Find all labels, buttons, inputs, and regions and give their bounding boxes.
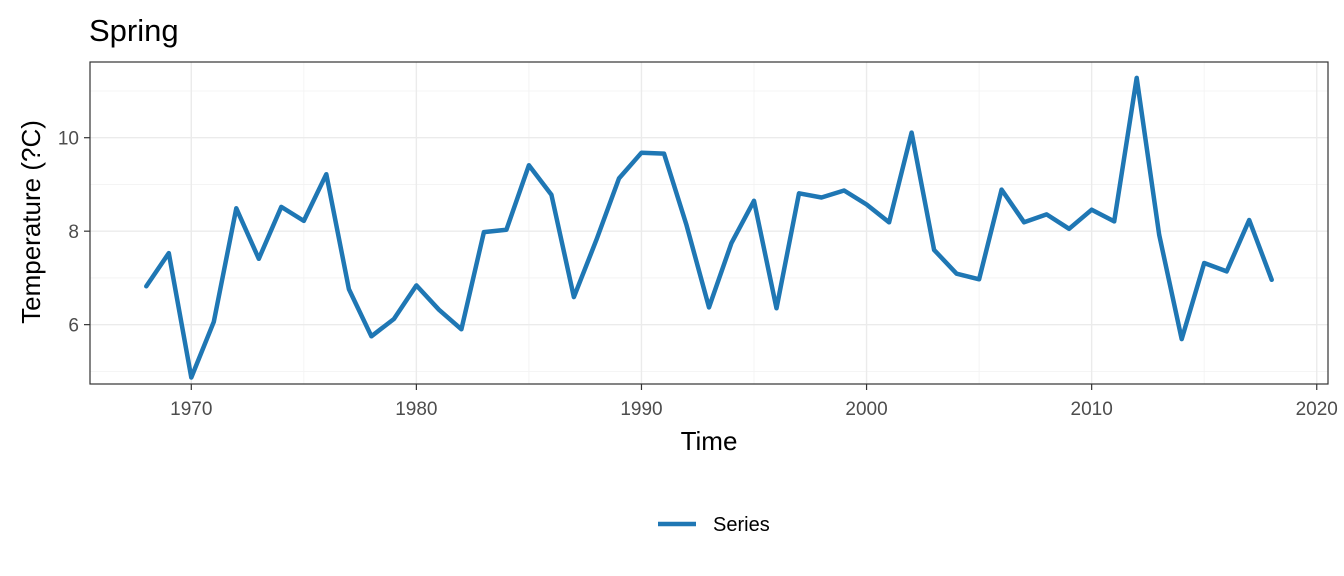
x-axis: 1970 1980 1990 2000 2010 2020 — [170, 384, 1338, 420]
x-tick-label: 2020 — [1296, 399, 1338, 420]
y-tick-label: 6 — [68, 316, 79, 337]
series-line — [144, 75, 1274, 380]
y-tick-label: 10 — [58, 129, 79, 150]
legend: Series — [658, 514, 770, 536]
x-tick-label: 2000 — [845, 399, 887, 420]
x-tick-label: 1980 — [395, 399, 437, 420]
x-tick-label: 2010 — [1071, 399, 1113, 420]
x-axis-title: Time — [681, 426, 738, 456]
grid — [90, 62, 1328, 384]
y-axis-title: Temperature (?C) — [16, 120, 46, 324]
plot-panel — [89, 61, 1329, 385]
y-axis: 6 8 10 — [58, 129, 90, 337]
series-layer — [144, 75, 1274, 380]
chart-title: Spring — [89, 13, 179, 48]
y-tick-label: 8 — [68, 222, 79, 243]
x-tick-label: 1990 — [620, 399, 662, 420]
x-tick-label: 1970 — [170, 399, 212, 420]
legend-label-series: Series — [713, 514, 770, 536]
